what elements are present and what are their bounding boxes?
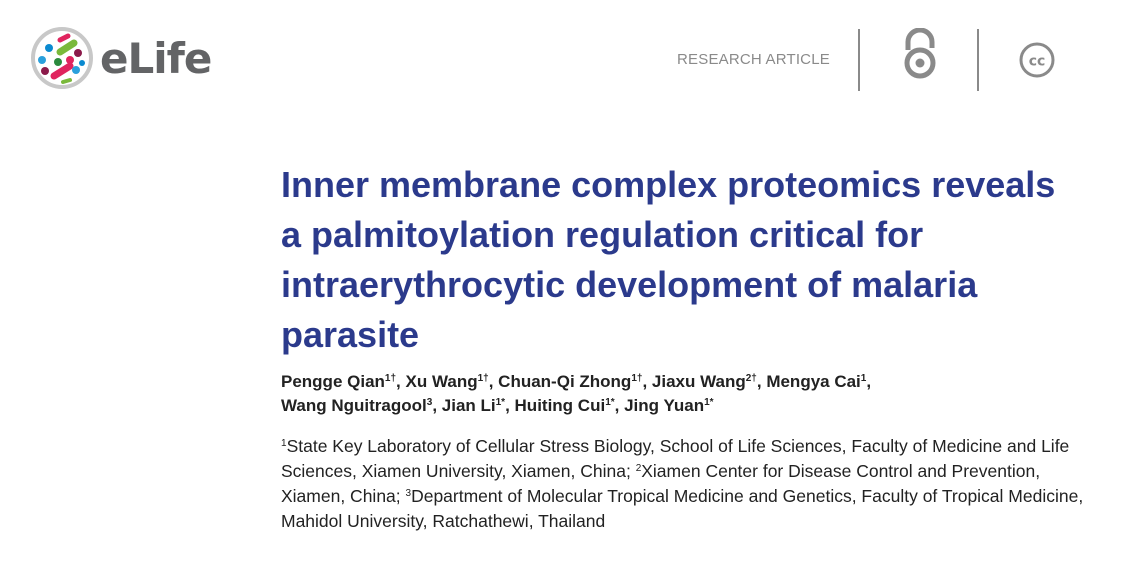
article-title: Inner membrane complex proteomics reveal…	[281, 164, 1056, 355]
author-affiliation-mark: 1*	[704, 397, 714, 408]
creative-commons-icon: cc	[1018, 41, 1056, 84]
elife-logo-text: eLife	[100, 33, 212, 83]
author-affiliation-mark: 2†	[745, 373, 757, 384]
author-affiliation-mark: 1†	[631, 373, 643, 384]
divider	[858, 29, 860, 91]
divider	[977, 29, 979, 91]
author-affiliation-mark: 1†	[384, 373, 397, 384]
author-affiliation-mark: 1†	[477, 373, 489, 384]
open-access-icon	[900, 27, 940, 85]
author: Wang Nguitragool3	[281, 396, 433, 415]
author: Jiaxu Wang2†	[651, 372, 757, 391]
author-affiliation-mark: 3	[426, 397, 433, 408]
author: Jian Li1*	[441, 396, 506, 415]
author-list: Pengge Qian1†, Xu Wang1†, Chuan-Qi Zhong…	[281, 372, 872, 415]
affiliation: 1State Key Laboratory of Cellular Stress…	[281, 436, 1070, 481]
affiliation: 3Department of Molecular Tropical Medici…	[281, 486, 1084, 531]
author-affiliation-mark: 1	[860, 373, 867, 384]
article-type: RESEARCH ARTICLE	[677, 51, 830, 68]
author: Xu Wang1†	[405, 372, 489, 391]
author: Mengya Cai1	[766, 372, 867, 391]
author: Huiting Cui1*	[514, 396, 615, 415]
elife-logo-icon	[31, 27, 93, 89]
affiliations: 1State Key Laboratory of Cellular Stress…	[281, 434, 1101, 534]
affiliation: 2Xiamen Center for Disease Control and P…	[281, 461, 1041, 506]
author-affiliation-mark: 1*	[605, 397, 615, 408]
author: Jing Yuan1*	[624, 396, 714, 415]
svg-text:cc: cc	[1029, 54, 1046, 70]
author: Pengge Qian1†	[281, 372, 397, 391]
elife-logo[interactable]: eLife	[30, 26, 212, 90]
author-affiliation-mark: 1*	[495, 397, 506, 408]
author: Chuan-Qi Zhong1†	[498, 372, 643, 391]
